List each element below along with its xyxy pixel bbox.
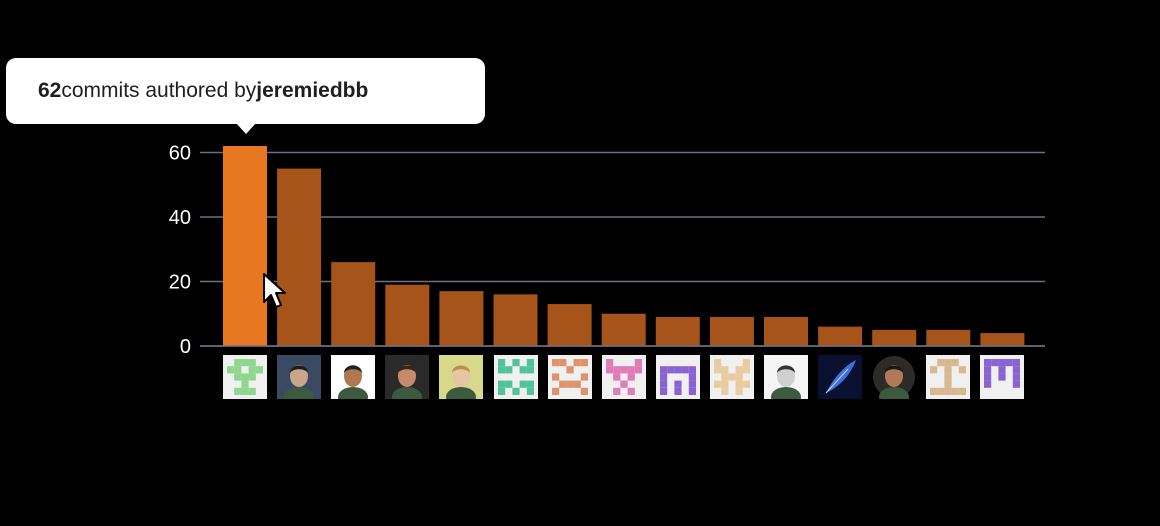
feather-quill-icon[interactable] bbox=[818, 355, 863, 399]
sketch-avatar[interactable] bbox=[764, 355, 808, 399]
identicon-purple[interactable] bbox=[980, 355, 1025, 399]
tooltip-author: jeremiedbb bbox=[256, 79, 369, 102]
identicon-tan[interactable] bbox=[926, 355, 971, 399]
mouse-cursor-icon bbox=[262, 272, 288, 317]
identicon-teal[interactable] bbox=[493, 355, 538, 399]
identicon-pink[interactable] bbox=[601, 355, 646, 399]
bar bbox=[872, 329, 917, 346]
bar bbox=[980, 333, 1025, 346]
bar bbox=[439, 291, 484, 346]
photo-avatar[interactable] bbox=[439, 355, 484, 399]
y-tick-label: 40 bbox=[169, 207, 191, 229]
bar bbox=[493, 294, 538, 346]
bar bbox=[926, 329, 971, 346]
bar bbox=[764, 316, 808, 346]
bar bbox=[277, 168, 322, 346]
tooltip-pointer bbox=[236, 123, 256, 134]
bar bbox=[331, 262, 376, 346]
y-tick-label: 20 bbox=[169, 271, 191, 293]
photo-avatar[interactable] bbox=[385, 355, 430, 399]
bar bbox=[818, 326, 863, 346]
y-tick-label: 0 bbox=[180, 336, 191, 358]
cartoon-avatar[interactable] bbox=[331, 355, 376, 399]
bar bbox=[547, 304, 592, 346]
identicon-tan[interactable] bbox=[709, 355, 754, 399]
identicon-orange[interactable] bbox=[547, 355, 592, 399]
bar bbox=[385, 284, 430, 346]
tooltip-text: commits authored by bbox=[61, 79, 257, 102]
bar-tooltip: 62 commits authored by jeremiedbb bbox=[6, 58, 485, 124]
photo-avatar[interactable] bbox=[277, 355, 322, 399]
bar bbox=[223, 146, 267, 346]
photo-avatar[interactable] bbox=[872, 355, 917, 399]
bar bbox=[709, 316, 754, 346]
y-tick-label: 60 bbox=[169, 142, 191, 164]
bar bbox=[601, 313, 646, 346]
identicon-green[interactable] bbox=[223, 355, 267, 399]
tooltip-commit-count: 62 bbox=[38, 79, 62, 102]
identicon-purple[interactable] bbox=[655, 355, 700, 399]
bar bbox=[655, 316, 700, 346]
